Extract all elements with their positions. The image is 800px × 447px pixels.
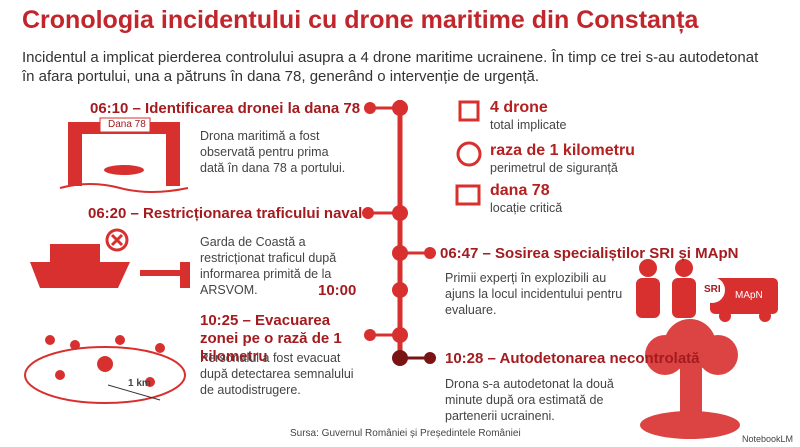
event-text: Drona s-a autodetonat la două minute dup… <box>445 377 614 423</box>
event-heading: 06:47 – Sosirea specialiștilor SRI și MA… <box>440 245 739 262</box>
stat-value: 4 drone <box>490 99 548 116</box>
stat-value: dana 78 <box>490 182 550 199</box>
event-text: Drona maritimă a fost observată pentru p… <box>200 129 346 175</box>
event-heading: 06:10 – Identificarea dronei la dana 78 <box>90 100 361 117</box>
event-text: Personalul a fost evacuat după detectare… <box>200 351 354 397</box>
stat-label: perimetrul de siguranță <box>490 161 618 175</box>
event-heading: 10:25 – Evacuarea zonei pe o rază de 1 k… <box>200 312 342 365</box>
event-heading: 10:28 – Autodetonarea necontrolată <box>445 350 700 367</box>
stat-label: total implicate <box>490 118 567 132</box>
radius-label: 1 km <box>128 378 151 389</box>
event-text: Primii experți în explozibili au ajuns l… <box>445 271 623 317</box>
stat-value: raza de 1 kilometru <box>490 142 635 159</box>
source: Sursa: Guvernul României și Președintele… <box>290 428 521 439</box>
sri-label: SRI <box>704 284 721 295</box>
title: Cronologia incidentului cu drone maritim… <box>22 6 699 34</box>
event-text: Garda de Coastă a restricționat traficul… <box>200 235 337 297</box>
mapn-label: MApN <box>735 290 763 301</box>
stat-label: locație critică <box>490 201 563 215</box>
event-heading: 06:20 – Restricționarea traficului naval <box>88 205 363 222</box>
event-heading: 10:00 <box>318 282 357 299</box>
intro: Incidentul a implicat pierderea controlu… <box>22 49 759 85</box>
watermark: NotebookLM <box>742 434 794 444</box>
dock-label: Dana 78 <box>108 119 146 130</box>
